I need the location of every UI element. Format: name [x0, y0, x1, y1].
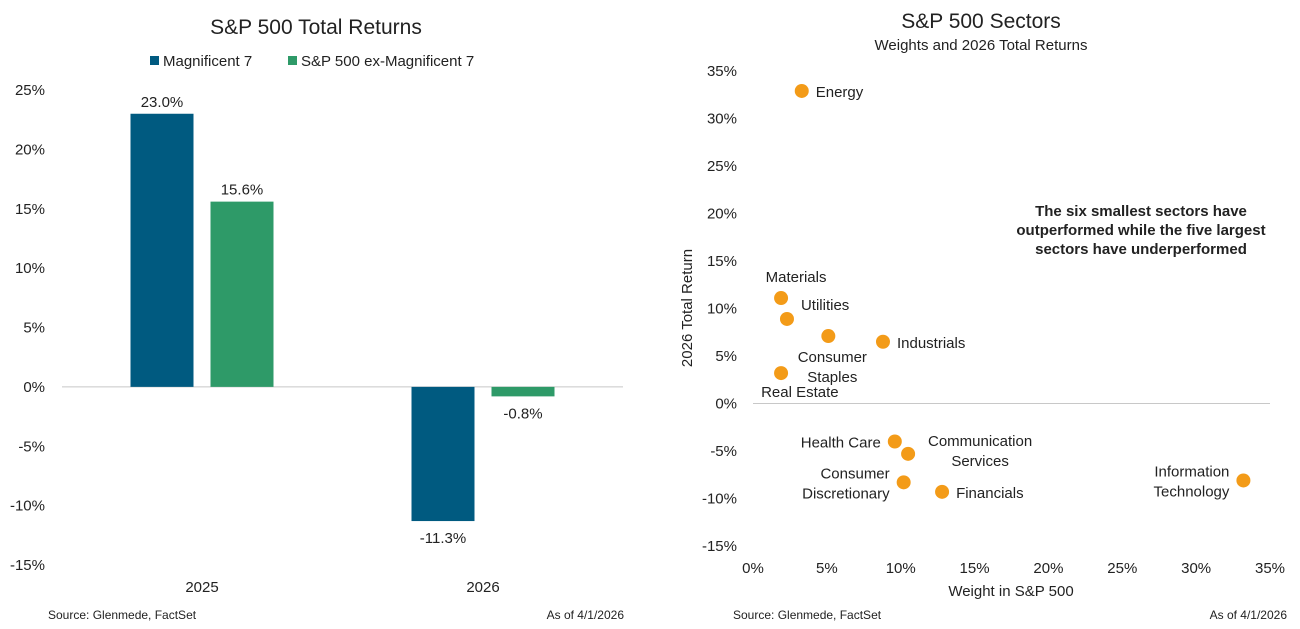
bar-asof: As of 4/1/2026	[547, 608, 625, 622]
bar-data-label: 15.6%	[221, 182, 264, 199]
scatter-point-financials	[935, 484, 950, 499]
scatter-point-label: Services	[951, 453, 1009, 470]
annotation-line-2: outperformed while the five largest	[1016, 222, 1265, 239]
scatter-point-energy	[794, 83, 809, 98]
bar-source: Source: Glenmede, FactSet	[48, 608, 197, 622]
bar-y-tick-label: -5%	[18, 438, 45, 455]
scatter-y-tick-label: -15%	[702, 538, 737, 555]
scatter-x-tick-label: 20%	[1033, 560, 1063, 577]
legend-swatch-exmag7	[288, 56, 297, 65]
scatter-y-tick-label: 25%	[707, 158, 737, 175]
scatter-point-utilities	[779, 311, 794, 326]
scatter-point-label: Staples	[807, 369, 857, 386]
legend-label-mag7: Magnificent 7	[163, 53, 252, 70]
scatter-point-communication-services	[901, 446, 916, 461]
scatter-point-real-estate	[774, 366, 789, 381]
scatter-x-tick-label: 0%	[742, 560, 764, 577]
scatter-y-tick-label: 0%	[715, 396, 737, 413]
scatter-y-tick-label: 20%	[707, 206, 737, 223]
bar-y-tick-label: -10%	[10, 498, 45, 515]
scatter-x-tick-label: 30%	[1181, 560, 1211, 577]
scatter-y-tick-label: 5%	[715, 348, 737, 365]
scatter-asof: As of 4/1/2026	[1210, 608, 1288, 622]
scatter-point-label: Materials	[766, 269, 827, 286]
legend-swatch-mag7	[150, 56, 159, 65]
scatter-y-axis-label: 2026 Total Return	[679, 249, 696, 367]
scatter-point-information-technology	[1236, 473, 1251, 488]
annotation-line-1: The six smallest sectors have	[1035, 203, 1247, 220]
scatter-point-consumer-staples	[821, 329, 836, 344]
scatter-plot: -15% -10% -5% 0% 5% 10% 15% 20% 25% 30% 35% 0% 5% 10%…	[702, 63, 1285, 577]
scatter-point-label: Industrials	[897, 335, 965, 352]
scatter-point-health-care	[887, 434, 902, 449]
scatter-point-label: Real Estate	[761, 384, 839, 401]
scatter-point-label: Information	[1154, 463, 1229, 480]
bar-chart-title: S&P 500 Total Returns	[210, 16, 422, 39]
scatter-point-label: Energy	[816, 84, 864, 101]
scatter-point-label: Communication	[928, 433, 1032, 450]
bar-legend: Magnificent 7 S&P 500 ex-Magnificent 7	[150, 53, 474, 70]
scatter-point-materials	[774, 291, 789, 306]
scatter-source: Source: Glenmede, FactSet	[733, 608, 882, 622]
scatter-chart-subtitle: Weights and 2026 Total Returns	[875, 37, 1088, 54]
bar-data-label: -0.8%	[503, 405, 542, 422]
scatter-x-axis-label: Weight in S&P 500	[948, 583, 1073, 600]
scatter-point-label: Utilities	[801, 297, 849, 314]
bar-y-tick-label: 20%	[15, 141, 45, 158]
scatter-x-tick-label: 35%	[1255, 560, 1285, 577]
bar-y-tick-label: 10%	[15, 260, 45, 277]
scatter-point-label: Financials	[956, 485, 1024, 502]
bar-y-tick-label: -15%	[10, 557, 45, 574]
scatter-chart-title: S&P 500 Sectors	[901, 10, 1061, 33]
bar-plot: -15% -10% -5% 0% 5% 10% 15% 20% 25% 23.0% 15.6% 202…	[10, 82, 623, 596]
scatter-point-consumer-discretionary	[896, 475, 911, 490]
bar-exmag7-2026	[491, 386, 555, 397]
bar-y-tick-label: 0%	[23, 379, 45, 396]
scatter-point-label: Consumer	[798, 349, 867, 366]
scatter-x-tick-label: 15%	[960, 560, 990, 577]
bar-y-tick-label: 15%	[15, 201, 45, 218]
scatter-y-tick-label: 35%	[707, 63, 737, 80]
scatter-point-industrials	[875, 334, 890, 349]
scatter-x-tick-label: 10%	[886, 560, 916, 577]
bar-data-label: -11.3%	[420, 530, 466, 547]
bar-y-tick-label: 25%	[15, 82, 45, 99]
scatter-point-label: Discretionary	[802, 485, 890, 502]
bar-exmag7-2025	[210, 201, 274, 387]
annotation-line-3: sectors have underperformed	[1035, 241, 1247, 258]
scatter-x-tick-label: 25%	[1107, 560, 1137, 577]
scatter-point-label: Consumer	[820, 465, 889, 482]
bar-data-label: 23.0%	[141, 94, 184, 111]
bar-mag7-2025	[130, 113, 194, 387]
scatter-x-tick-label: 5%	[816, 560, 838, 577]
scatter-point-label: Technology	[1154, 483, 1230, 500]
bar-mag7-2026	[411, 386, 475, 522]
scatter-y-tick-label: -5%	[710, 443, 737, 460]
bar-x-tick-label: 2025	[185, 579, 218, 596]
scatter-annotation: The six smallest sectors have outperform…	[1016, 203, 1265, 258]
bar-y-tick-label: 5%	[23, 320, 45, 337]
legend-label-exmag7: S&P 500 ex-Magnificent 7	[301, 53, 474, 70]
scatter-y-tick-label: -10%	[702, 491, 737, 508]
scatter-y-tick-label: 15%	[707, 253, 737, 270]
bar-x-tick-label: 2026	[466, 579, 499, 596]
scatter-y-tick-label: 30%	[707, 111, 737, 128]
scatter-point-label: Health Care	[801, 435, 881, 452]
scatter-y-tick-label: 10%	[707, 301, 737, 318]
